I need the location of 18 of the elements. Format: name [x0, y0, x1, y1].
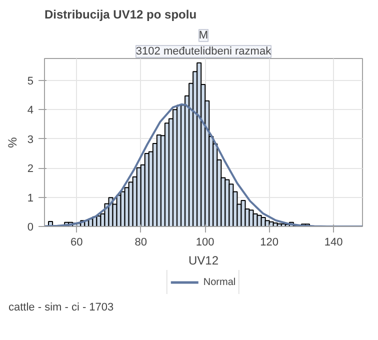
y-tick-label: 3: [27, 134, 34, 146]
y-tick-label: 0: [27, 222, 34, 234]
y-tick-label: 2: [27, 163, 34, 176]
chart-title: Distribucija UV12 po spolu: [44, 8, 197, 22]
x-tick-label: 120: [260, 236, 279, 248]
text: cattle - sim - ci - 1703: [8, 302, 114, 314]
y-tick-label: 5: [27, 75, 34, 88]
text: M: [198, 30, 208, 42]
y-tick-label: 1: [27, 192, 34, 204]
x-tick-label: 60: [70, 236, 83, 248]
y-axis-title: %: [5, 136, 20, 148]
text: 3102 međutelidbeni razmak: [136, 46, 272, 58]
x-tick-label: 100: [196, 236, 214, 248]
x-axis-title: UV12: [188, 254, 219, 268]
x-tick-label: 80: [134, 236, 147, 248]
legend-label: Normal: [203, 276, 236, 288]
x-tick-label: 140: [324, 236, 343, 248]
y-tick-label: 4: [27, 104, 34, 117]
